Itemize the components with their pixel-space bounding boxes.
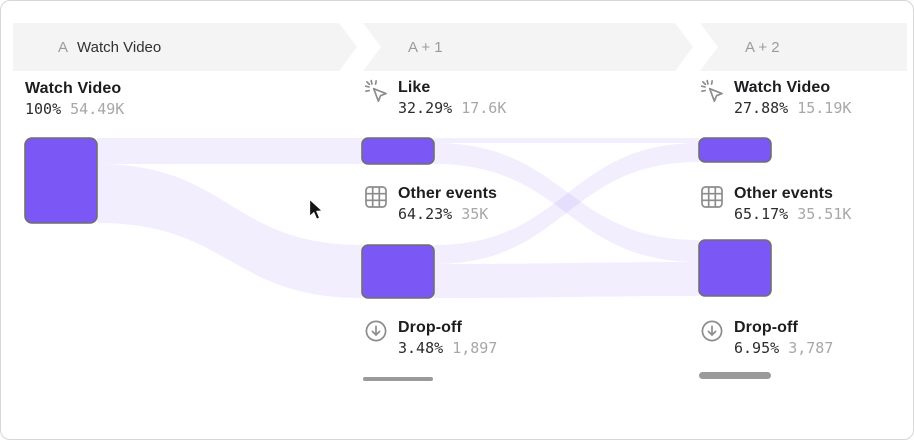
event-count: 54.49K (70, 100, 125, 118)
event-label: Drop-off (398, 319, 462, 336)
step-header-a-plus-1[interactable]: A + 1 (363, 23, 693, 71)
event-percent: 32.29% (398, 99, 453, 117)
event-percent: 100% (25, 100, 62, 118)
event-label: Watch Video (734, 79, 831, 96)
sankey-link-watch-video-to-like[interactable] (97, 138, 362, 164)
sankey-node-a2-other-events[interactable] (698, 239, 772, 297)
step-header-label: A + 2 (745, 38, 780, 56)
sankey-link-like-to-other-events[interactable] (434, 143, 699, 262)
event-count: 15.19K (797, 99, 852, 117)
step-badge: A (58, 38, 69, 56)
event-metrics: 6.95% 3,787 (734, 340, 833, 357)
step-header-label: Watch Video (77, 38, 162, 56)
arrow-down-circle-icon (363, 318, 389, 344)
event-percent: 64.23% (398, 205, 453, 223)
grid-icon (363, 184, 389, 210)
step-header-label: A + 1 (408, 38, 443, 56)
sankey-node-a-watch-video[interactable] (24, 137, 98, 224)
event-count: 35K (461, 205, 489, 223)
event-metrics: 27.88% 15.19K (734, 100, 851, 117)
sankey-link-other-events-to-watch-video[interactable] (434, 143, 699, 264)
event-count: 3,787 (788, 339, 834, 357)
mouse-cursor (308, 198, 325, 221)
event-other-events-a1[interactable]: Other events 64.23% 35K (363, 184, 497, 223)
event-metrics: 64.23% 35K (398, 206, 497, 223)
event-percent: 6.95% (734, 339, 780, 357)
event-metrics: 3.48% 1,897 (398, 340, 497, 357)
event-percent: 65.17% (734, 205, 789, 223)
event-percent: 27.88% (734, 99, 789, 117)
event-label: Other events (734, 185, 834, 202)
dropoff-bar-a2 (699, 372, 771, 379)
event-metrics: 65.17% 35.51K (734, 206, 851, 223)
event-like[interactable]: Like 32.29% 17.6K (363, 78, 506, 117)
arrow-down-circle-icon (699, 318, 725, 344)
event-count: 17.6K (461, 99, 507, 117)
dropoff-a2[interactable]: Drop-off 6.95% 3,787 (699, 318, 833, 357)
sankey-link-watch-video-to-other-events[interactable] (97, 164, 362, 298)
sankey-node-a1-other-events[interactable] (361, 244, 435, 299)
event-watch-video-a2[interactable]: Watch Video 27.88% 15.19K (699, 78, 851, 117)
dropoff-a1[interactable]: Drop-off 3.48% 1,897 (363, 318, 497, 357)
event-label: Drop-off (734, 319, 798, 336)
click-icon (699, 78, 725, 104)
sankey-link-other-events-to-other-events[interactable] (434, 262, 699, 298)
dropoff-bar-a1 (363, 377, 433, 381)
event-metrics: 100% 54.49K (25, 101, 124, 118)
event-watch-video-a[interactable]: Watch Video 100% 54.49K (25, 79, 124, 118)
sankey-node-a2-watch-video[interactable] (698, 137, 772, 163)
event-metrics: 32.29% 17.6K (398, 100, 506, 117)
step-header-a-plus-2[interactable]: A + 2 (700, 23, 907, 71)
click-icon (363, 78, 389, 104)
sankey-node-a1-like[interactable] (361, 137, 435, 165)
event-count: 35.51K (797, 205, 852, 223)
step-header-a[interactable]: A Watch Video (13, 23, 357, 71)
sankey-link-like-to-watch-video[interactable] (434, 138, 699, 143)
grid-icon (699, 184, 725, 210)
event-label: Other events (398, 185, 498, 202)
event-label: Like (398, 79, 431, 96)
event-percent: 3.48% (398, 339, 444, 357)
event-other-events-a2[interactable]: Other events 65.17% 35.51K (699, 184, 851, 223)
event-count: 1,897 (452, 339, 498, 357)
event-label: Watch Video (25, 80, 122, 97)
